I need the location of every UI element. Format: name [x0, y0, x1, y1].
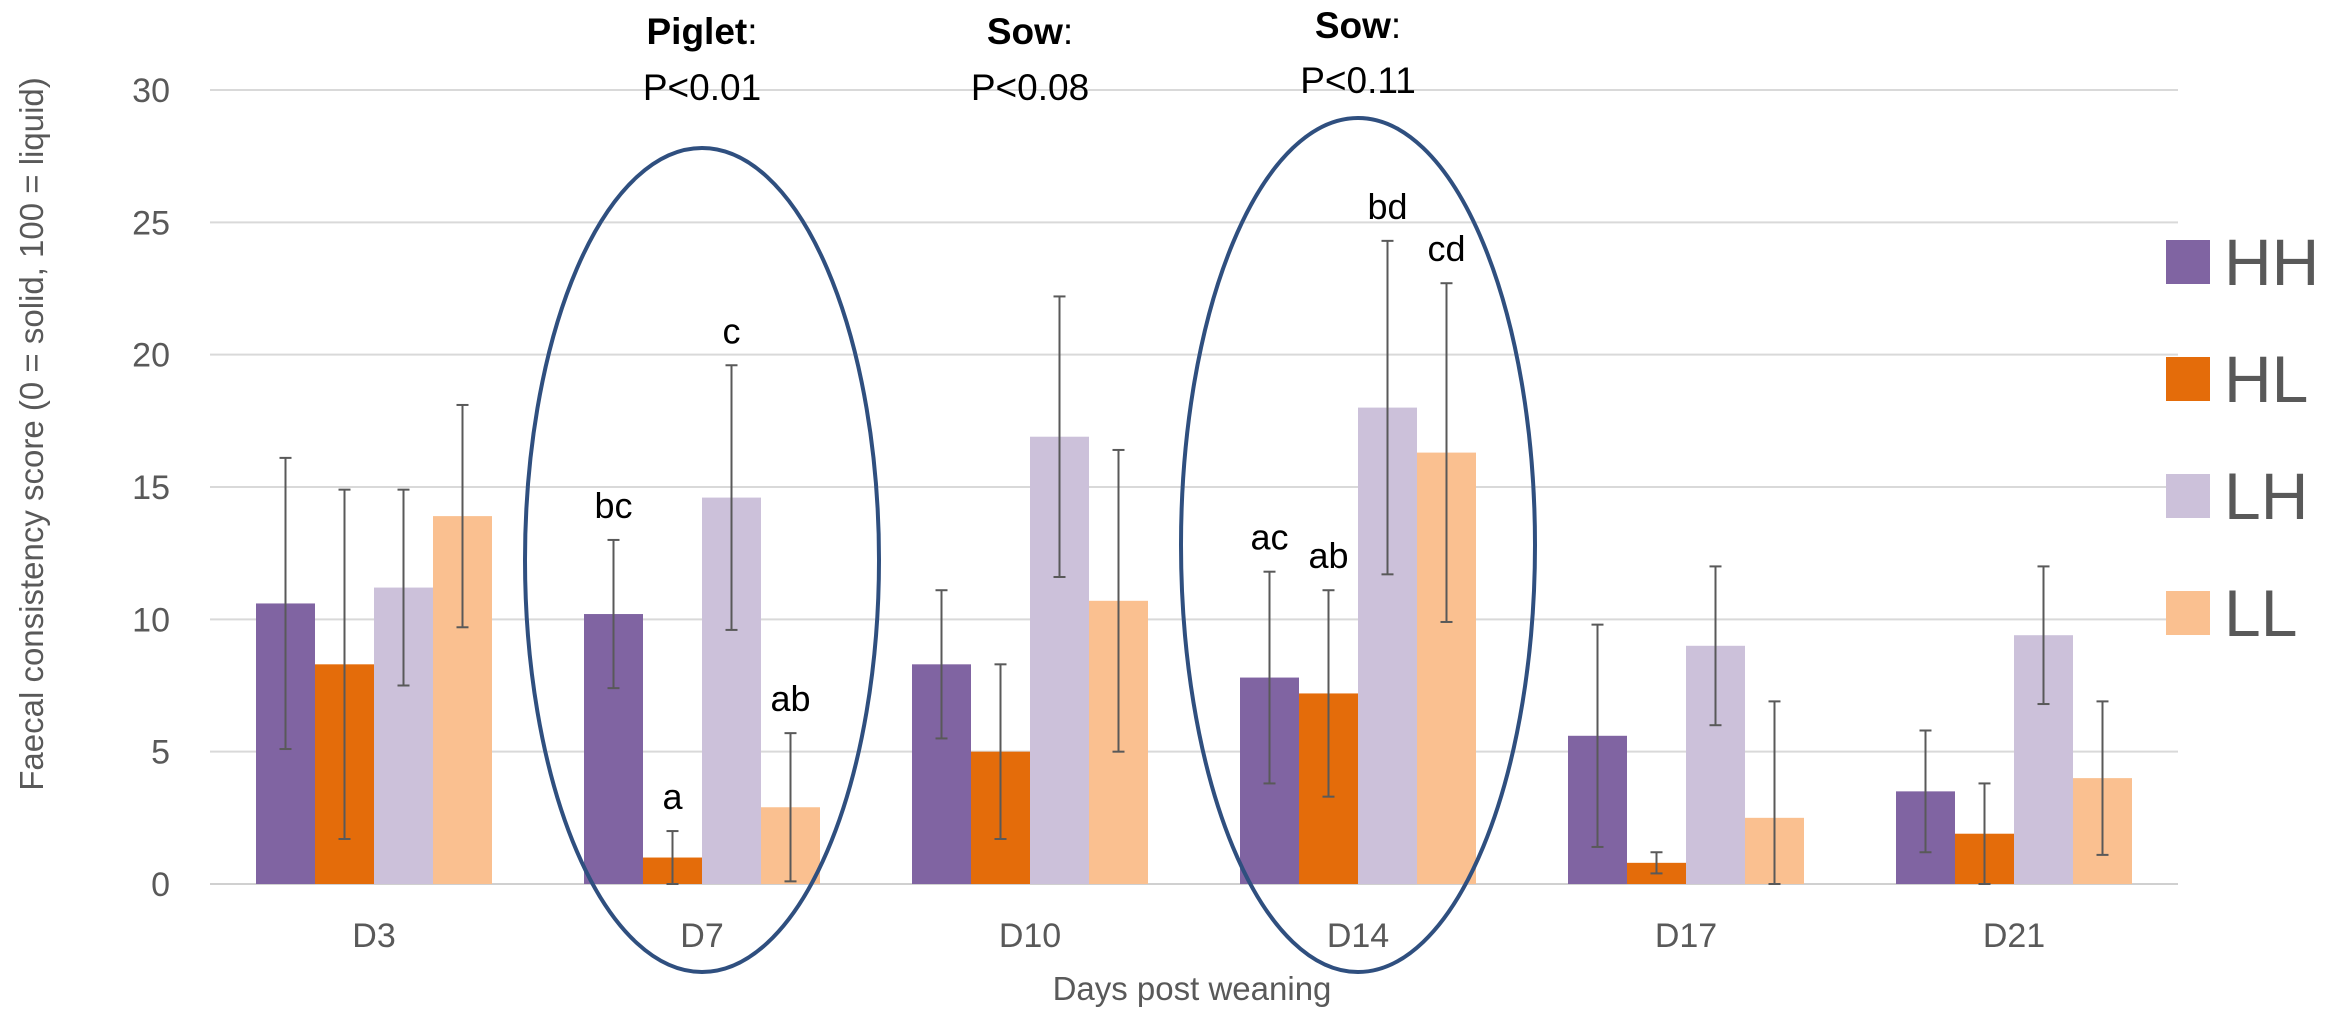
y-tick-label: 5	[151, 734, 170, 772]
significance-label: ab	[770, 678, 810, 719]
x-tick-labels: D3 D7 D10 D14 D17 D21	[352, 917, 2045, 955]
p-value-annotations: Piglet: P<0.01 Sow: P<0.08 Sow: P<0.11	[643, 5, 1416, 108]
annotation-heading: Piglet:	[646, 11, 757, 52]
significance-label: ab	[1308, 535, 1348, 576]
annotation-label: Sow	[1315, 5, 1391, 46]
y-tick-label: 0	[151, 866, 170, 904]
legend-label: HH	[2224, 225, 2319, 299]
legend-swatch-hh	[2166, 240, 2210, 284]
x-tick-label: D7	[680, 917, 723, 955]
x-tick-label: D14	[1327, 917, 1389, 955]
gridlines	[210, 89, 2178, 885]
annotation-heading: Sow:	[987, 11, 1073, 52]
annotation-suffix: :	[1063, 11, 1073, 52]
significance-label: c	[723, 310, 741, 351]
x-axis-title: Days post weaning	[1053, 970, 1332, 1007]
y-tick-label: 20	[132, 337, 170, 375]
y-tick-label: 10	[132, 601, 170, 639]
legend-swatch-ll	[2166, 591, 2210, 635]
annotation-heading: Sow:	[1315, 5, 1401, 46]
highlight-ellipse	[523, 146, 881, 974]
legend-label: LH	[2224, 459, 2308, 533]
annotation-label: Sow	[987, 11, 1063, 52]
highlight-ellipse	[1179, 116, 1537, 974]
y-tick-label: 30	[132, 72, 170, 110]
legend-swatch-lh	[2166, 474, 2210, 518]
significance-label: bc	[594, 485, 632, 526]
significance-label: cd	[1427, 228, 1465, 269]
y-tick-label: 25	[132, 204, 170, 242]
annotation-suffix: :	[1391, 5, 1401, 46]
y-tick-label: 15	[132, 469, 170, 507]
x-tick-label: D17	[1655, 917, 1717, 955]
annotation-p-value: P<0.11	[1300, 60, 1416, 101]
y-axis-title: Faecal consistency score (0 = solid, 100…	[13, 77, 50, 791]
legend: HH HL LH LL	[2166, 225, 2319, 650]
y-tick-labels: 0 5 10 15 20 25 30	[132, 72, 170, 904]
legend-label: HL	[2224, 342, 2308, 416]
error-bars	[279, 239, 2109, 885]
significance-label: a	[662, 776, 683, 817]
annotation-p-value: P<0.08	[971, 67, 1089, 108]
significance-label: bd	[1367, 186, 1407, 227]
x-tick-label: D21	[1983, 917, 2045, 955]
legend-swatch-hl	[2166, 357, 2210, 401]
x-tick-label: D10	[999, 917, 1061, 955]
annotation-label: Piglet	[646, 11, 747, 52]
highlight-ellipses	[523, 116, 1537, 974]
x-tick-label: D3	[352, 917, 395, 955]
annotation-p-value: P<0.01	[643, 67, 761, 108]
legend-label: LL	[2224, 576, 2297, 650]
annotation-suffix: :	[747, 11, 757, 52]
significance-label: ac	[1250, 517, 1288, 558]
bars	[256, 407, 2132, 884]
